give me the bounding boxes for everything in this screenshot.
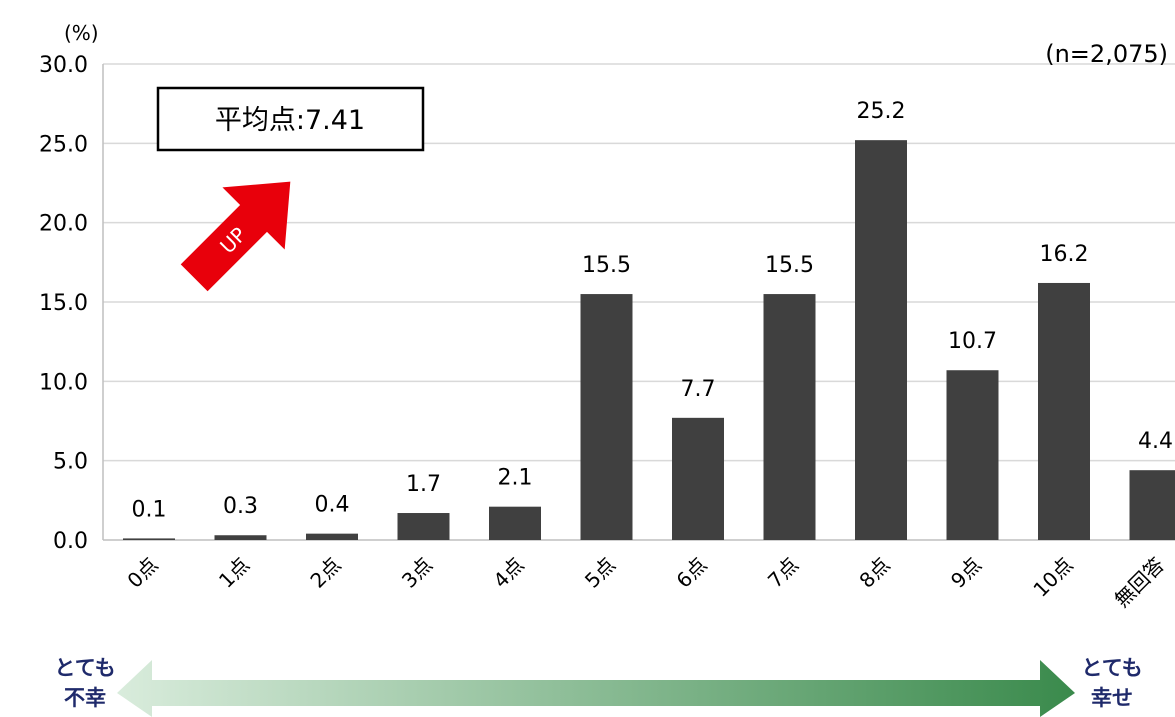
data-label: 15.5 xyxy=(582,253,631,278)
up-arrow-icon: UP xyxy=(180,181,291,292)
bar xyxy=(855,140,907,540)
bar xyxy=(1038,282,1090,540)
bars xyxy=(123,140,1175,540)
category-label: 6点 xyxy=(671,553,711,593)
bar xyxy=(672,417,724,540)
data-label: 0.4 xyxy=(315,493,350,518)
data-labels: 0.1 0.3 0.4 1.7 2.1 15.5 7.7 15.5 25.2 10.7 16.2 4.… xyxy=(132,99,1174,522)
category-label: 5点 xyxy=(580,553,620,593)
category-label: 9点 xyxy=(946,553,986,593)
y-tick-label: 25.0 xyxy=(39,132,88,157)
scale-right-label-line1: とても xyxy=(1081,656,1142,680)
bar xyxy=(1129,470,1175,540)
y-tick-label: 5.0 xyxy=(53,450,88,475)
unit-label: (%) xyxy=(64,21,99,45)
happiness-scale: とても 不幸 とても 幸せ xyxy=(54,656,1143,717)
category-label: 無回答 xyxy=(1110,553,1169,612)
scale-left-label-line1: とても xyxy=(54,656,115,680)
average-score-text: 平均点:7.41 xyxy=(215,105,365,136)
bar xyxy=(580,294,633,540)
data-label: 7.7 xyxy=(681,377,716,402)
bar xyxy=(306,533,358,540)
y-tick-label: 15.0 xyxy=(39,291,88,316)
scale-left-label-line2: 不幸 xyxy=(64,686,106,710)
y-tick-label: 30.0 xyxy=(39,53,88,78)
category-label: 3点 xyxy=(397,553,437,593)
y-tick-label: 20.0 xyxy=(39,212,88,237)
y-tick-label: 0.0 xyxy=(53,529,88,554)
scale-arrow-icon xyxy=(117,660,1075,717)
bar xyxy=(397,513,450,540)
average-box-frame xyxy=(156,86,425,152)
category-label: 7点 xyxy=(763,553,803,593)
bar xyxy=(214,535,267,540)
data-label: 15.5 xyxy=(765,253,814,278)
data-label: 16.2 xyxy=(1040,242,1089,267)
data-label: 1.7 xyxy=(406,472,441,497)
y-axis-ticks: 0.0 5.0 10.0 15.0 20.0 25.0 30.0 xyxy=(39,53,88,554)
bar xyxy=(123,538,175,540)
category-labels: 0点 1点 2点 3点 4点 5点 6点 7点 8点 9点 10点 無回答 xyxy=(122,553,1169,612)
average-box: 平均点:7.41 xyxy=(156,86,425,152)
data-label: 4.4 xyxy=(1138,429,1173,454)
category-label: 10点 xyxy=(1028,553,1077,602)
data-label: 0.3 xyxy=(223,494,258,519)
bar xyxy=(763,294,816,540)
category-label: 4点 xyxy=(488,553,528,593)
bar xyxy=(489,506,541,540)
scale-right-label-line2: 幸せ xyxy=(1091,686,1133,710)
data-label: 0.1 xyxy=(132,497,167,522)
data-label: 2.1 xyxy=(498,466,533,491)
y-tick-label: 10.0 xyxy=(39,370,88,395)
category-label: 8点 xyxy=(854,553,894,593)
category-label: 2点 xyxy=(305,553,345,593)
bar xyxy=(946,370,999,540)
category-label: 1点 xyxy=(214,553,254,593)
data-label: 25.2 xyxy=(857,99,906,124)
category-label: 0点 xyxy=(122,553,162,593)
sample-size-label: (n=2,075) xyxy=(1045,40,1168,68)
data-label: 10.7 xyxy=(948,329,997,354)
